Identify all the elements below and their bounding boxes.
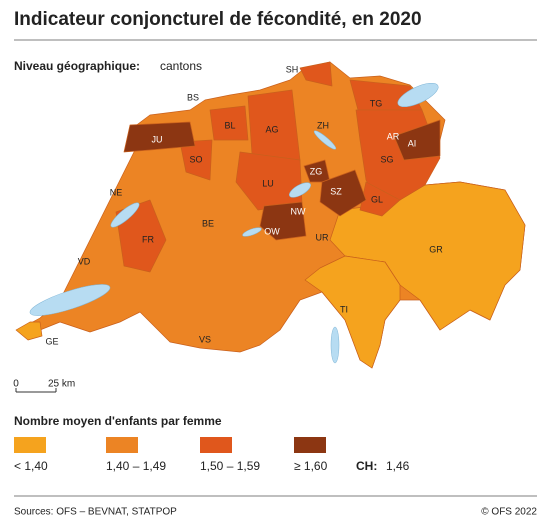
region-class-1	[304, 255, 401, 369]
map	[15, 61, 526, 369]
canton-label: SZ	[330, 186, 342, 196]
canton-labels: SH BS BL AG ZH TG JU SO AR AI SG LU ZG SZ NE BE GL NW OW FR…	[45, 64, 443, 346]
canton-label: AI	[408, 138, 417, 148]
legend-label: 1,40 – 1,49	[106, 459, 166, 473]
legend-swatch	[14, 437, 46, 453]
lake	[29, 284, 111, 316]
source: Sources: OFS – BEVNAT, STATPOP	[14, 507, 177, 518]
legend-swatch	[106, 437, 138, 453]
canton-label: SO	[189, 154, 202, 164]
region-class-4	[393, 119, 441, 161]
canton-label: AR	[387, 131, 400, 141]
canton-label: AG	[265, 124, 278, 134]
legend-label: ≥ 1,60	[294, 459, 328, 473]
canton-label: SG	[380, 154, 393, 164]
subtitle-label: Niveau géographique:	[14, 59, 140, 73]
region-class-1	[15, 321, 43, 341]
region-class-3	[179, 139, 213, 181]
region-class-4	[319, 169, 367, 217]
lake	[110, 202, 140, 228]
legend: < 1,40 1,40 – 1,49 1,50 – 1,59 ≥ 1,60	[14, 437, 328, 473]
canton-label: LU	[262, 178, 274, 188]
region-class-3	[209, 105, 249, 141]
subtitle-value: cantons	[160, 59, 202, 73]
canton-label: GL	[371, 194, 383, 204]
canton-label: UR	[316, 232, 329, 242]
scale-start: 0	[13, 379, 19, 390]
region-class-4	[259, 201, 307, 241]
canton-label: FR	[142, 234, 154, 244]
copyright: © OFS 2022	[481, 507, 537, 518]
canton-label: VD	[78, 256, 91, 266]
canton-label: ZH	[317, 120, 329, 130]
canton-label: TI	[340, 304, 348, 314]
canton-label: NW	[291, 206, 306, 216]
lake	[397, 82, 439, 108]
legend-title: Nombre moyen d'enfants par femme	[14, 414, 222, 428]
region-class-4	[123, 121, 196, 153]
total-label: CH:	[356, 459, 377, 473]
region-class-3	[299, 61, 333, 87]
legend-swatch	[200, 437, 232, 453]
legend-label: < 1,40	[14, 459, 48, 473]
title: Indicateur conjoncturel de fécondité, en…	[14, 9, 422, 30]
canton-label: GE	[45, 336, 58, 346]
lake	[289, 182, 311, 198]
lake	[242, 227, 262, 237]
canton-label: JU	[152, 134, 163, 144]
canton-label: GR	[429, 244, 443, 254]
canton-label: OW	[264, 226, 280, 236]
lake	[330, 326, 340, 364]
canton-label: ZG	[310, 166, 323, 176]
canton-label: BL	[224, 120, 235, 130]
canton-label: NE	[110, 187, 123, 197]
canton-label: BS	[187, 92, 199, 102]
canton-label: BE	[202, 218, 214, 228]
lake	[313, 130, 337, 150]
legend-swatch	[294, 437, 326, 453]
canton-label: SH	[286, 64, 299, 74]
canton-label: VS	[199, 334, 211, 344]
canton-label: TG	[370, 98, 383, 108]
legend-label: 1,50 – 1,59	[200, 459, 260, 473]
scale-end: 25 km	[48, 379, 75, 390]
total-value: 1,46	[386, 459, 410, 473]
